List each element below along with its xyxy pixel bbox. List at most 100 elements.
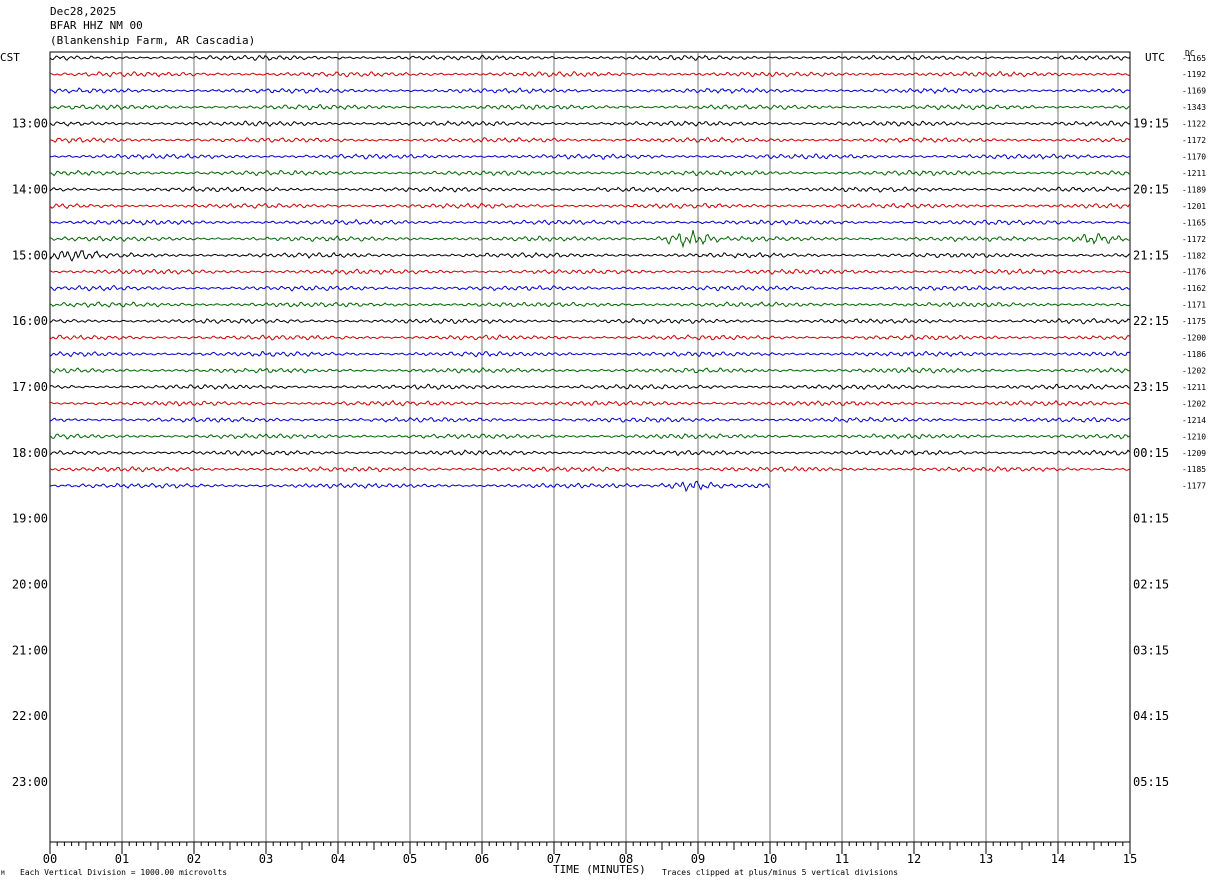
seismic-trace — [49, 169, 1131, 177]
footer-clip-note: Traces clipped at plus/minus 5 vertical … — [662, 868, 899, 877]
right-hour-label: 04:15 — [1133, 709, 1169, 723]
left-hour-label: 14:00 — [12, 182, 48, 196]
seismic-trace — [49, 465, 1131, 473]
left-timezone-label: CST — [0, 51, 20, 64]
right-hour-label: 00:15 — [1133, 446, 1169, 460]
seismic-trace — [49, 186, 1131, 193]
right-hour-label: 19:15 — [1133, 117, 1169, 131]
seismic-trace — [49, 250, 1131, 262]
seismic-trace — [49, 334, 1131, 341]
dc-offset-label: -1176 — [1182, 268, 1206, 277]
seismic-trace — [49, 268, 1131, 275]
right-hour-label: 20:15 — [1133, 182, 1169, 196]
right-timezone-label: UTC — [1145, 51, 1165, 64]
x-tick-label: 13 — [979, 852, 993, 866]
dc-offset-label: -1209 — [1182, 449, 1206, 458]
left-hour-label: 17:00 — [12, 380, 48, 394]
seismic-trace — [49, 136, 1131, 144]
left-hour-label: 22:00 — [12, 709, 48, 723]
x-tick-label: 00 — [43, 852, 57, 866]
seismic-trace — [49, 350, 1131, 358]
left-hour-label: 15:00 — [12, 248, 48, 262]
left-hour-label: 16:00 — [12, 314, 48, 328]
x-tick-label: 03 — [259, 852, 273, 866]
seismic-trace — [49, 230, 1131, 249]
seismic-trace — [49, 54, 1131, 61]
dc-offset-label: -1202 — [1182, 399, 1206, 408]
seismic-trace — [49, 433, 1131, 440]
dc-offset-label: -1172 — [1182, 235, 1206, 244]
dc-offset-label: -1162 — [1182, 284, 1206, 293]
dc-offset-label: -1211 — [1182, 169, 1206, 178]
x-tick-label: 08 — [619, 852, 633, 866]
dc-column-label: DC — [1185, 49, 1195, 58]
dc-offset-label: -1192 — [1182, 70, 1206, 79]
x-tick-label: 12 — [907, 852, 921, 866]
seismic-trace — [49, 383, 1131, 390]
footer-corner-mark: M — [1, 870, 5, 877]
left-hour-label: 18:00 — [12, 446, 48, 460]
seismic-trace — [49, 219, 1131, 226]
header-location: (Blankenship Farm, AR Cascadia) — [50, 34, 256, 47]
seismic-trace — [49, 317, 1131, 325]
seismic-trace — [49, 87, 1131, 95]
seismic-trace — [49, 120, 1131, 128]
dc-offset-label: -1214 — [1182, 416, 1206, 425]
seismic-trace — [49, 284, 1131, 292]
seismic-trace — [49, 104, 1131, 111]
x-tick-label: 02 — [187, 852, 201, 866]
x-tick-label: 15 — [1123, 852, 1137, 866]
header-date: Dec28,2025 — [50, 5, 117, 18]
seismic-trace — [49, 480, 771, 493]
left-hour-label: 23:00 — [12, 775, 48, 789]
x-tick-label: 04 — [331, 852, 345, 866]
right-hour-label: 22:15 — [1133, 314, 1169, 328]
seismic-trace — [49, 301, 1131, 308]
x-tick-label: 10 — [763, 852, 777, 866]
right-hour-label: 21:15 — [1133, 248, 1169, 262]
right-hour-label: 05:15 — [1133, 775, 1169, 789]
x-tick-label: 09 — [691, 852, 705, 866]
dc-offset-label: -1343 — [1182, 103, 1206, 112]
dc-offset-label: -1201 — [1182, 202, 1206, 211]
left-hour-label: 20:00 — [12, 577, 48, 591]
x-tick-label: 01 — [115, 852, 129, 866]
dc-offset-label: -1182 — [1182, 251, 1206, 260]
x-tick-label: 14 — [1051, 852, 1065, 866]
dc-offset-label: -1189 — [1182, 185, 1206, 194]
dc-offset-label: -1122 — [1182, 120, 1206, 129]
footer-scale-note: Each Vertical Division = 1000.00 microvo… — [20, 868, 228, 877]
left-hour-label: 21:00 — [12, 643, 48, 657]
x-tick-label: 11 — [835, 852, 849, 866]
dc-offset-label: -1165 — [1182, 54, 1206, 63]
seismic-trace — [49, 70, 1131, 78]
dc-offset-label: -1170 — [1182, 153, 1206, 162]
right-hour-label: 02:15 — [1133, 577, 1169, 591]
seismic-trace — [49, 399, 1131, 407]
right-hour-label: 23:15 — [1133, 380, 1169, 394]
dc-offset-label: -1200 — [1182, 334, 1206, 343]
x-tick-label: 07 — [547, 852, 561, 866]
dc-offset-label: -1172 — [1182, 136, 1206, 145]
dc-offset-label: -1202 — [1182, 366, 1206, 375]
left-hour-label: 19:00 — [12, 512, 48, 526]
dc-offset-label: -1177 — [1182, 482, 1206, 491]
left-hour-label: 13:00 — [12, 117, 48, 131]
dc-offset-label: -1211 — [1182, 383, 1206, 392]
right-hour-label: 03:15 — [1133, 643, 1169, 657]
dc-offset-label: -1175 — [1182, 317, 1206, 326]
right-hour-label: 01:15 — [1133, 512, 1169, 526]
header-station: BFAR HHZ NM 00 — [50, 19, 143, 32]
seismic-trace — [49, 449, 1131, 457]
x-tick-label: 05 — [403, 852, 417, 866]
plot-frame — [49, 51, 1131, 843]
dc-offset-label: -1185 — [1182, 465, 1206, 474]
seismic-trace — [49, 153, 1131, 160]
dc-offset-label: -1171 — [1182, 301, 1206, 310]
seismic-trace — [49, 416, 1131, 423]
x-tick-label: 06 — [475, 852, 489, 866]
dc-offset-label: -1169 — [1182, 87, 1206, 96]
dc-offset-label: -1186 — [1182, 350, 1206, 359]
seismic-trace — [49, 202, 1131, 210]
